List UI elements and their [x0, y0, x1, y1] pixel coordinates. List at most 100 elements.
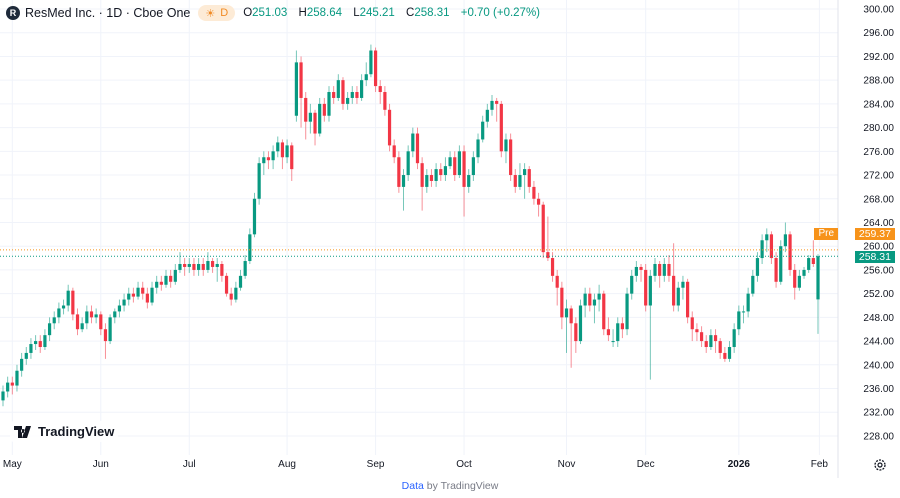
- candle: [257, 157, 261, 205]
- candle-body: [248, 234, 252, 262]
- candle-body: [686, 281, 690, 318]
- candle-body: [313, 112, 317, 134]
- candle-body: [425, 175, 429, 187]
- candle-body: [723, 352, 727, 359]
- candlestick-chart[interactable]: 228.00 232.00 236.00 240.00 244.00 248.00 252.…: [0, 0, 900, 478]
- candle: [453, 151, 457, 181]
- candle-body: [66, 290, 70, 306]
- candle-body: [299, 62, 303, 98]
- candle: [588, 287, 592, 312]
- candle: [797, 269, 801, 291]
- candle: [662, 258, 666, 282]
- data-link[interactable]: Data: [401, 480, 424, 492]
- candle-body: [364, 74, 368, 81]
- candle-body: [215, 263, 219, 267]
- candle-body: [280, 142, 285, 158]
- candle: [462, 145, 466, 217]
- candle-body: [29, 344, 33, 353]
- time-tick-label: Sep: [367, 459, 385, 470]
- price-tick-label: 296.00: [863, 28, 894, 39]
- candle-body: [94, 314, 98, 318]
- candle: [509, 133, 513, 181]
- candle: [20, 352, 24, 377]
- candle-body: [732, 329, 736, 348]
- candle-body: [658, 263, 662, 276]
- candle: [681, 275, 685, 300]
- candle-body: [127, 293, 131, 300]
- candle: [378, 80, 382, 104]
- candle-body: [71, 290, 75, 315]
- candle: [332, 86, 336, 104]
- candle-body: [783, 234, 787, 247]
- candle: [47, 317, 52, 342]
- candle-body: [257, 163, 261, 199]
- candle-body: [304, 97, 308, 122]
- candle: [597, 284, 601, 312]
- candle-body: [327, 92, 331, 116]
- candle-body: [141, 287, 145, 294]
- candle-body: [462, 151, 466, 187]
- settings-gear-icon[interactable]: [873, 458, 887, 472]
- tradingview-logo[interactable]: TradingView: [10, 421, 119, 442]
- candle: [285, 139, 289, 164]
- candle: [6, 376, 10, 398]
- price-tick-label: 284.00: [863, 99, 894, 110]
- candle: [467, 169, 471, 193]
- candle-body: [560, 287, 564, 318]
- candle: [155, 275, 159, 294]
- candle-body: [536, 198, 541, 205]
- price-axis[interactable]: 228.00 232.00 236.00 240.00 244.00 248.00 252.…: [863, 5, 894, 443]
- candle-body: [206, 261, 210, 270]
- candle-body: [727, 347, 732, 359]
- candle: [653, 258, 657, 282]
- candle: [294, 50, 298, 122]
- price-tick-label: 260.00: [863, 242, 894, 253]
- candle-body: [406, 151, 410, 176]
- time-tick-label: Nov: [558, 459, 576, 470]
- candle-body: [695, 329, 699, 333]
- candle-body: [378, 86, 382, 93]
- candle: [499, 100, 503, 158]
- candle: [117, 299, 122, 318]
- sun-icon: ☀: [205, 7, 216, 20]
- session-badge-label: D: [220, 7, 229, 19]
- candle-body: [811, 258, 815, 264]
- candle: [723, 347, 727, 362]
- symbol-title[interactable]: ResMed Inc. · 1D · Cboe One: [25, 6, 191, 20]
- price-tick-label: 288.00: [863, 76, 894, 87]
- candle: [639, 263, 643, 282]
- candle: [169, 269, 173, 288]
- session-badge[interactable]: ☀ D: [198, 5, 236, 21]
- candle-body: [481, 121, 485, 140]
- price-tick-label: 272.00: [863, 171, 894, 182]
- candle: [625, 287, 629, 336]
- candle-body: [616, 323, 620, 342]
- candle: [406, 145, 410, 181]
- resmed-logo-icon: R: [6, 6, 20, 20]
- candle-body: [644, 269, 648, 306]
- time-tick-label: Dec: [637, 459, 655, 470]
- ohlc-values: O251.03 H258.64 L245.21 C258.31 +0.70 (+…: [243, 7, 544, 19]
- candle-body: [709, 335, 713, 348]
- open-label: O: [243, 7, 253, 19]
- price-tick-label: 232.00: [863, 408, 894, 419]
- candle-body: [509, 139, 513, 176]
- candle: [518, 163, 522, 190]
- time-axis[interactable]: May Jun Jul Aug Sep Oct Nov Dec 2026 Feb: [3, 459, 829, 470]
- candle: [788, 231, 792, 276]
- candle-body: [429, 175, 434, 181]
- candle: [131, 287, 135, 303]
- candle: [141, 281, 145, 300]
- candle: [574, 317, 578, 353]
- candle: [630, 269, 634, 300]
- candle-body: [634, 266, 638, 276]
- candle-body: [737, 311, 741, 330]
- candle-body: [155, 281, 159, 288]
- candle-body: [648, 275, 652, 306]
- candle-body: [541, 204, 545, 253]
- candle: [80, 317, 84, 333]
- candle: [238, 269, 243, 291]
- candle: [34, 335, 38, 350]
- candle-body: [681, 281, 685, 288]
- candle: [103, 323, 108, 359]
